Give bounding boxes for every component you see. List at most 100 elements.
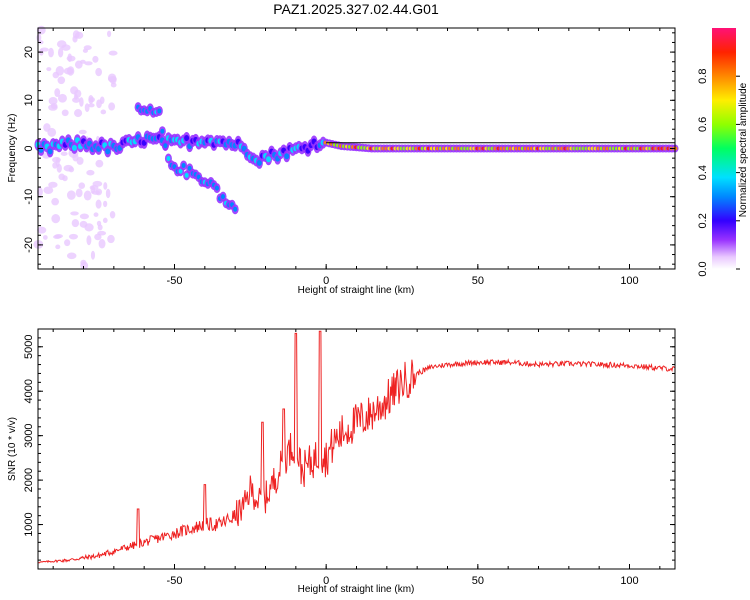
spectrogram-blob <box>181 162 186 168</box>
spectrogram-blob <box>86 169 95 176</box>
spectrogram-blob <box>55 157 60 168</box>
snr-panel: -50 0 50 100 1000 2000 3000 4000 5000 Height of… <box>7 328 676 595</box>
spectrogram-blob <box>60 151 68 156</box>
spectrogram-blob <box>160 128 165 134</box>
spectrogram-blob <box>108 75 117 83</box>
snr-x-tick-label: 50 <box>472 575 484 587</box>
spectrogram-blob <box>106 30 112 38</box>
spectrogram-blob <box>105 188 111 199</box>
spectrogram-y-tick-label: 10 <box>23 94 35 106</box>
spectrogram-blob <box>95 159 104 168</box>
spectrogram-blob <box>79 220 88 228</box>
spectrogram-x-label: Height of straight line (km) <box>298 285 415 296</box>
spectrogram-blob <box>266 156 272 163</box>
spectrogram-blob <box>55 65 65 76</box>
spectrogram-blob <box>42 235 48 240</box>
spectrogram-blob <box>94 233 102 241</box>
snr-x-tick-label: 0 <box>323 575 329 587</box>
spectrogram-blob <box>178 168 183 174</box>
spectrogram-x-ticks: -50 0 50 100 <box>52 28 661 287</box>
spectrogram-blob <box>75 31 84 39</box>
spectrogram-blob <box>157 108 162 114</box>
spectrogram-y-tick-label: -20 <box>23 237 35 253</box>
spectrogram-blob <box>110 82 117 88</box>
spectrogram-blob <box>37 226 47 234</box>
spectrogram-blob <box>214 185 219 191</box>
spectrogram-blob <box>96 220 102 227</box>
spectrogram-y-label: Frequency (Hz) <box>7 114 18 183</box>
spectrogram-blob <box>56 40 67 48</box>
spectrogram-blob <box>47 148 53 155</box>
spectrogram-blob <box>70 86 79 95</box>
spectrogram-panel: -50 0 50 100 -20 -10 0 10 20 Height of straight… <box>7 25 679 296</box>
spectrogram-y-tick-label: 20 <box>23 46 35 58</box>
spectrogram-blob <box>82 48 88 53</box>
spectrogram-blob <box>47 127 57 137</box>
snr-series-line <box>37 330 676 564</box>
snr-x-tick-label: 100 <box>620 575 638 587</box>
snr-y-ticks: 1000 2000 3000 4000 5000 <box>23 328 675 570</box>
spectrogram-blob <box>95 199 102 209</box>
spectrogram-blob <box>54 88 61 98</box>
spectrogram-blob <box>78 129 87 135</box>
spectrogram-blob <box>79 59 86 64</box>
colorbar-tick-label: 0.4 <box>697 165 709 180</box>
spectrogram-blob <box>95 67 103 77</box>
spectrogram-blob <box>51 214 61 224</box>
snr-y-tick-label: 2000 <box>23 468 35 492</box>
spectrogram-blob <box>51 197 60 206</box>
spectrogram-x-tick-label: 0 <box>323 275 329 287</box>
spectrogram-blob <box>92 180 103 187</box>
spectrogram-y-ticks: -20 -10 0 10 20 <box>23 32 675 265</box>
spectrogram-blob <box>88 103 95 108</box>
spectrogram-blob <box>48 104 58 111</box>
spectrogram-blob <box>72 97 81 103</box>
spectrogram-blob <box>88 94 94 104</box>
spectrogram-blob <box>68 166 75 173</box>
spectrogram-blob <box>108 50 118 56</box>
spectrogram-blob <box>37 187 43 197</box>
snr-y-tick-label: 5000 <box>23 335 35 359</box>
spectrogram-blob <box>103 200 108 208</box>
snr-y-tick-label: 4000 <box>23 379 35 403</box>
spectrogram-blob <box>68 233 78 240</box>
spectrogram-blob <box>256 159 262 166</box>
spectrogram-y-tick-label: 0 <box>23 145 35 151</box>
spectrogram-blob <box>184 172 189 178</box>
spectrogram-blob <box>93 212 99 217</box>
spectrogram-x-tick-label: 50 <box>472 275 484 287</box>
spectrogram-blob <box>233 206 238 212</box>
spectrogram-blob <box>48 181 58 188</box>
spectrogram-blob <box>48 47 54 58</box>
spectrogram-blob <box>84 61 93 66</box>
spectrogram-blob <box>55 244 61 250</box>
colorbar-ticks: 0.0 0.2 0.4 0.6 0.8 <box>697 69 740 277</box>
spectrogram-blob <box>96 99 102 109</box>
snr-x-ticks: -50 0 50 100 <box>52 329 661 587</box>
spectrogram-blob <box>58 173 65 181</box>
spectrogram-blob <box>61 109 69 117</box>
snr-y-label: SNR (10 * v/v) <box>7 417 18 481</box>
spectrogram-blob <box>83 190 92 201</box>
spectrogram-blob <box>90 250 96 260</box>
snr-y-tick-label: 1000 <box>23 512 35 536</box>
spectrogram-blob <box>36 33 42 42</box>
spectrogram-blob <box>107 234 115 244</box>
spectrogram-blob <box>108 102 116 111</box>
colorbar-tick-label: 0.8 <box>697 69 709 84</box>
spectrogram-y-tick-label: -10 <box>23 189 35 205</box>
spectrogram-blob <box>102 217 108 224</box>
spectrogram-blob <box>48 96 58 105</box>
spectrogram-blob <box>78 182 86 189</box>
spectrogram-blob <box>100 109 107 115</box>
spectrogram-blob <box>74 109 83 118</box>
spectrogram-blob <box>86 235 92 246</box>
spectrogram-blob <box>184 134 190 141</box>
spectrogram-blob <box>90 185 96 194</box>
spectrogram-blob <box>92 55 99 63</box>
spectrogram-blob <box>57 76 66 85</box>
colorbar-tick-label: 0.2 <box>697 213 709 228</box>
spectrogram-blob <box>43 186 54 194</box>
snr-y-tick-label: 3000 <box>23 423 35 447</box>
